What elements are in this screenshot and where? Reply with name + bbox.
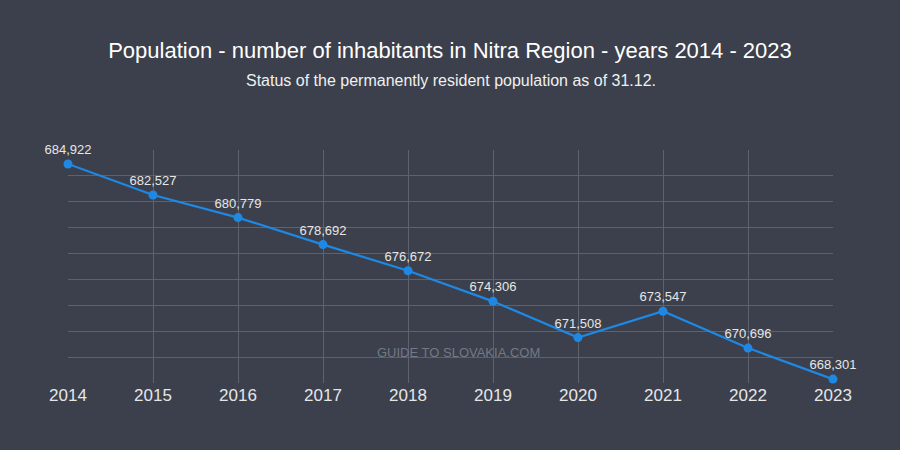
svg-text:2017: 2017 xyxy=(304,386,342,405)
svg-text:678,692: 678,692 xyxy=(300,223,347,238)
svg-text:GUIDE TO SLOVAKIA.COM: GUIDE TO SLOVAKIA.COM xyxy=(377,345,540,360)
svg-text:2018: 2018 xyxy=(389,386,427,405)
svg-text:676,672: 676,672 xyxy=(385,249,432,264)
svg-text:684,922: 684,922 xyxy=(45,142,92,157)
svg-text:671,508: 671,508 xyxy=(555,316,602,331)
svg-text:2021: 2021 xyxy=(644,386,682,405)
svg-text:Population - number of inhabit: Population - number of inhabitants in Ni… xyxy=(108,38,792,63)
svg-text:2020: 2020 xyxy=(559,386,597,405)
svg-text:2016: 2016 xyxy=(219,386,257,405)
svg-text:2015: 2015 xyxy=(134,386,172,405)
svg-text:682,527: 682,527 xyxy=(130,173,177,188)
svg-text:670,696: 670,696 xyxy=(725,326,772,341)
svg-text:2022: 2022 xyxy=(729,386,767,405)
svg-text:668,301: 668,301 xyxy=(810,357,857,372)
svg-text:674,306: 674,306 xyxy=(470,279,517,294)
svg-text:2023: 2023 xyxy=(814,386,852,405)
svg-text:680,779: 680,779 xyxy=(215,196,262,211)
svg-text:2019: 2019 xyxy=(474,386,512,405)
svg-text:2014: 2014 xyxy=(49,386,87,405)
svg-text:Status of the permanently resi: Status of the permanently resident popul… xyxy=(246,72,656,89)
svg-text:673,547: 673,547 xyxy=(640,289,687,304)
